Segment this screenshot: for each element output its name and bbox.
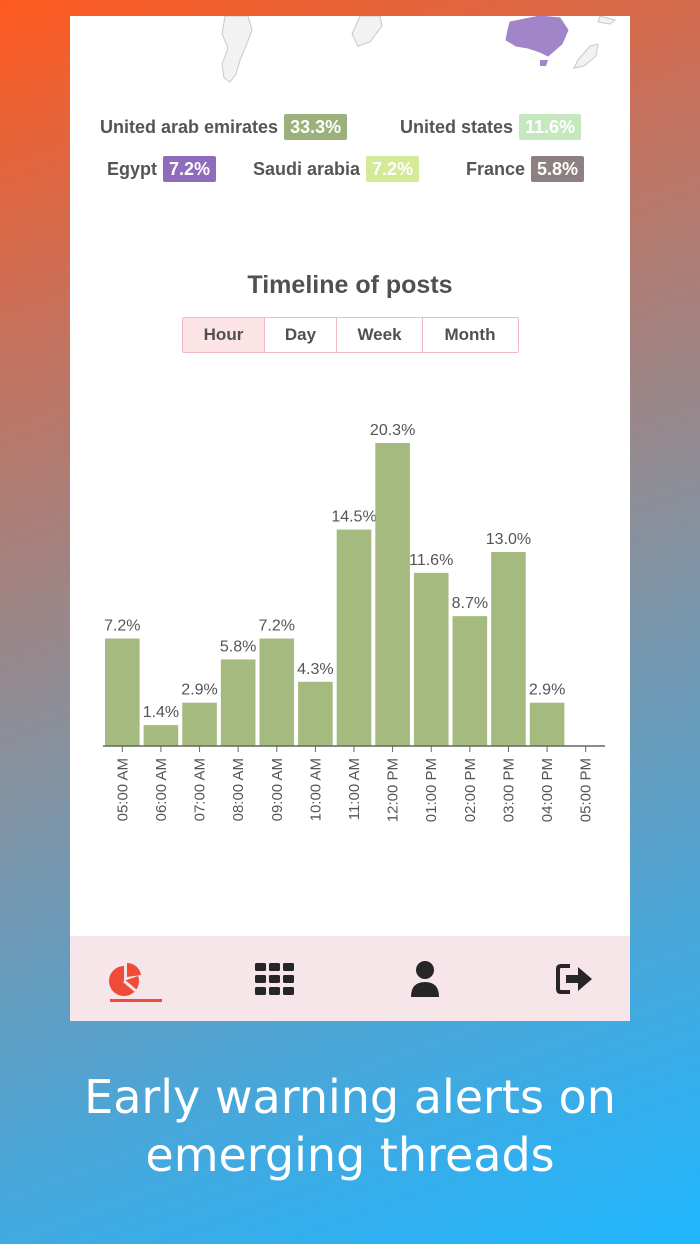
nav-profile[interactable] <box>380 936 470 1021</box>
legend-country: Saudi arabia <box>253 158 361 179</box>
legend-country: United states <box>400 116 514 137</box>
data-label: 2.9% <box>529 682 565 699</box>
x-tick-label: 05:00 AM <box>114 758 131 821</box>
chart-bar <box>529 702 565 746</box>
pie-chart-icon <box>109 962 141 996</box>
app-screen: United arab emirates 33.3% United states… <box>70 16 630 1021</box>
legend-item: Egypt 7.2% <box>107 156 217 182</box>
legend-row: United arab emirates 33.3% United states… <box>70 114 630 144</box>
legend-item: United arab emirates 33.3% <box>100 114 348 140</box>
caption-line-2: emerging threads <box>145 1128 555 1182</box>
map-land-australia <box>505 16 569 57</box>
chart-bar <box>491 551 526 746</box>
x-tick-label: 12:00 PM <box>385 758 402 822</box>
posts-timeline-chart: 7.2% 05:00 AM 1.4% 06:00 AM 2.9% 07:00 AM 5.8%… <box>103 422 605 822</box>
timeline-title: Timeline of posts <box>247 271 453 299</box>
chart-bar <box>182 702 217 746</box>
data-label: 14.5% <box>331 509 376 526</box>
data-label: 11.6% <box>409 552 453 569</box>
map-land-tasmania <box>540 60 548 66</box>
chart-bar <box>105 638 140 746</box>
x-tick-label: 06:00 AM <box>153 758 170 821</box>
data-label: 4.3% <box>297 661 333 678</box>
x-tick-label: 02:00 PM <box>462 758 479 822</box>
legend-percent-badge: 33.3% <box>284 114 348 140</box>
legend-percent-badge: 7.2% <box>163 156 217 182</box>
map-land-madagascar <box>351 16 383 47</box>
legend-percent-badge: 5.8% <box>531 156 585 182</box>
x-tick-label: 04:00 PM <box>539 758 556 822</box>
data-label: 13.0% <box>486 531 531 548</box>
map-land-islands <box>597 16 617 25</box>
legend-percent-badge: 7.2% <box>366 156 420 182</box>
legend-item: Saudi arabia 7.2% <box>253 156 420 182</box>
x-tick-label: 11:00 AM <box>346 758 363 820</box>
chart-bar <box>413 572 449 746</box>
world-map <box>221 16 617 83</box>
active-tab-indicator <box>110 999 162 1002</box>
user-icon <box>411 960 439 997</box>
bottom-nav <box>70 936 630 1021</box>
data-label: 2.9% <box>181 682 217 699</box>
x-tick-label: 05:00 PM <box>578 758 595 822</box>
legend-country: France <box>466 158 526 179</box>
data-label: 1.4% <box>143 704 179 721</box>
chart-bar <box>336 529 372 746</box>
x-tick-label: 03:00 PM <box>500 758 517 822</box>
legend-item: France 5.8% <box>466 156 585 182</box>
chart-bar <box>143 725 179 746</box>
nav-dashboard[interactable] <box>80 936 170 1021</box>
chart-bar <box>452 616 488 746</box>
data-label: 20.3% <box>370 422 415 439</box>
legend-item: United states 11.6% <box>400 114 582 140</box>
chart-bar <box>375 443 410 746</box>
country-legend: United arab emirates 33.3% United states… <box>70 114 630 194</box>
data-label: 7.2% <box>104 618 140 635</box>
nav-apps[interactable] <box>230 936 320 1021</box>
promo-caption: Early warning alerts on emerging threads <box>0 1068 700 1184</box>
grid-icon <box>255 962 294 995</box>
tab-hour[interactable]: Hour <box>183 318 265 352</box>
x-tick-label: 09:00 AM <box>269 758 286 821</box>
data-label: 8.7% <box>452 595 488 612</box>
legend-country: Egypt <box>107 158 158 179</box>
x-tick-label: 01:00 PM <box>423 758 440 822</box>
tab-day[interactable]: Day <box>265 318 337 352</box>
x-tick-label: 07:00 AM <box>192 758 209 821</box>
map-land-new-zealand <box>573 43 599 69</box>
chart-bar <box>298 681 333 746</box>
map-land-africa <box>221 16 253 83</box>
data-label: 7.2% <box>259 618 295 635</box>
logout-icon <box>556 963 592 994</box>
caption-line-1: Early warning alerts on <box>84 1070 616 1124</box>
nav-logout[interactable] <box>530 936 620 1021</box>
chart-bar <box>259 638 295 746</box>
chart-bar <box>220 659 256 746</box>
tab-month[interactable]: Month <box>444 325 496 344</box>
timeline-range-tabs: Hour Day Week Month <box>182 317 519 353</box>
data-label: 5.8% <box>220 638 256 655</box>
tab-week[interactable]: Week <box>337 318 423 352</box>
legend-country: United arab emirates <box>100 116 279 137</box>
x-tick-label: 10:00 AM <box>307 758 324 821</box>
legend-percent-badge: 11.6% <box>519 114 582 140</box>
legend-row: Egypt 7.2% Saudi arabia 7.2% France 5.8% <box>70 156 630 186</box>
x-tick-label: 08:00 AM <box>230 758 247 821</box>
